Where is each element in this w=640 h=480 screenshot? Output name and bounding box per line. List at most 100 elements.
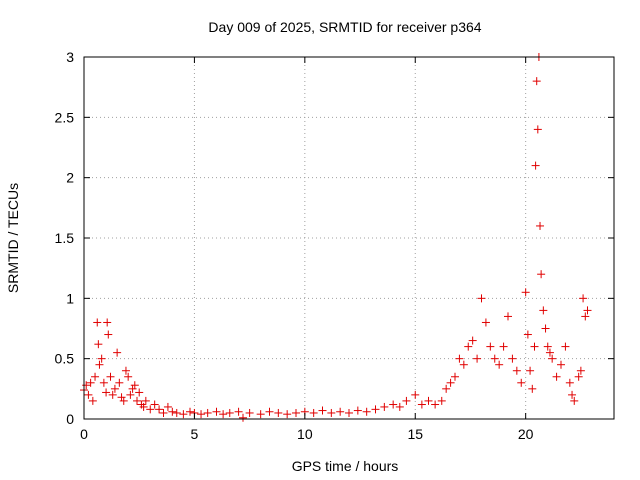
data-point	[106, 372, 115, 381]
data-point	[110, 384, 119, 393]
data-point	[526, 366, 535, 375]
data-point	[477, 294, 486, 303]
data-point	[417, 400, 426, 409]
data-point	[545, 348, 554, 357]
data-point	[86, 378, 95, 387]
data-point	[552, 372, 561, 381]
data-point	[362, 407, 371, 416]
data-point	[135, 388, 144, 397]
y-tick-label: 3	[66, 49, 74, 65]
x-axis-label: GPS time / hours	[292, 458, 399, 474]
data-point	[504, 312, 512, 321]
data-point	[163, 402, 172, 411]
data-point	[424, 396, 433, 405]
data-point	[437, 396, 446, 405]
data-point	[490, 354, 499, 363]
data-point	[84, 390, 93, 399]
data-point	[579, 294, 588, 303]
data-point	[108, 390, 117, 399]
data-point	[172, 408, 181, 417]
data-point	[353, 406, 362, 415]
data-point	[459, 360, 468, 369]
data-point	[274, 408, 283, 417]
data-point	[565, 378, 574, 387]
y-tick-label: 0	[66, 411, 74, 427]
data-point	[104, 330, 113, 339]
y-tick-label: 1	[66, 290, 74, 306]
data-point	[576, 366, 585, 375]
data-point	[141, 396, 150, 405]
data-point	[395, 402, 404, 411]
data-point	[539, 306, 548, 315]
data-point	[168, 407, 177, 416]
data-point	[203, 408, 212, 417]
data-point	[150, 400, 159, 409]
data-point	[212, 407, 221, 416]
data-point	[508, 354, 517, 363]
data-point	[371, 405, 380, 414]
data-point	[451, 372, 459, 381]
data-point	[94, 340, 103, 349]
y-axis-label: SRMTID / TECUs	[5, 183, 21, 293]
data-point	[336, 407, 345, 416]
data-point	[265, 407, 274, 416]
data-point	[124, 372, 133, 381]
data-point	[318, 406, 327, 415]
data-point	[473, 354, 482, 363]
data-point	[327, 408, 336, 417]
y-tick-label: 2.5	[55, 109, 75, 125]
data-point	[442, 384, 451, 393]
y-tick-label: 1.5	[55, 230, 75, 246]
data-point	[530, 342, 539, 351]
data-point	[531, 161, 540, 170]
data-point	[139, 402, 148, 411]
data-point	[574, 372, 583, 381]
data-point	[521, 288, 530, 297]
data-point	[532, 77, 541, 86]
x-tick-label: 0	[80, 426, 88, 442]
data-point	[225, 408, 234, 417]
data-point	[533, 125, 542, 134]
data-point	[186, 407, 194, 416]
data-point	[256, 410, 265, 419]
data-point	[115, 378, 124, 387]
y-tick-label: 0.5	[55, 351, 75, 367]
y-tick-label: 2	[66, 170, 74, 186]
data-point	[548, 354, 557, 363]
x-tick-label: 15	[407, 426, 423, 442]
data-point	[234, 407, 243, 416]
data-point	[219, 410, 228, 419]
x-tick-label: 5	[191, 426, 199, 442]
ticks: 0 5 10 15 20 0 0.5 1 1.5 2 2.5 3	[55, 49, 614, 442]
data-point	[446, 378, 455, 387]
data-point	[345, 408, 353, 417]
chart-title: Day 009 of 2025, SRMTID for receiver p36…	[208, 19, 481, 35]
data-point	[411, 390, 420, 399]
data-point	[130, 381, 139, 390]
data-point	[197, 410, 206, 419]
data-point	[568, 390, 577, 399]
data-point	[389, 400, 398, 409]
x-tick-label: 10	[297, 426, 313, 442]
data-point	[245, 408, 254, 417]
data-point	[119, 396, 128, 405]
grid-lines	[84, 57, 614, 419]
data-point	[486, 342, 495, 351]
data-point	[309, 408, 318, 417]
data-point	[239, 413, 247, 422]
data-point	[536, 221, 545, 230]
data-point	[103, 318, 112, 327]
data-point	[583, 306, 592, 315]
data-point	[91, 372, 100, 381]
data-point	[455, 354, 464, 363]
data-point	[126, 390, 135, 399]
data-point	[557, 360, 565, 369]
data-point	[179, 410, 188, 419]
data-point	[512, 366, 521, 375]
data-point	[402, 396, 411, 405]
data-point	[523, 330, 532, 339]
data-point	[102, 388, 111, 397]
data-point	[541, 324, 550, 333]
